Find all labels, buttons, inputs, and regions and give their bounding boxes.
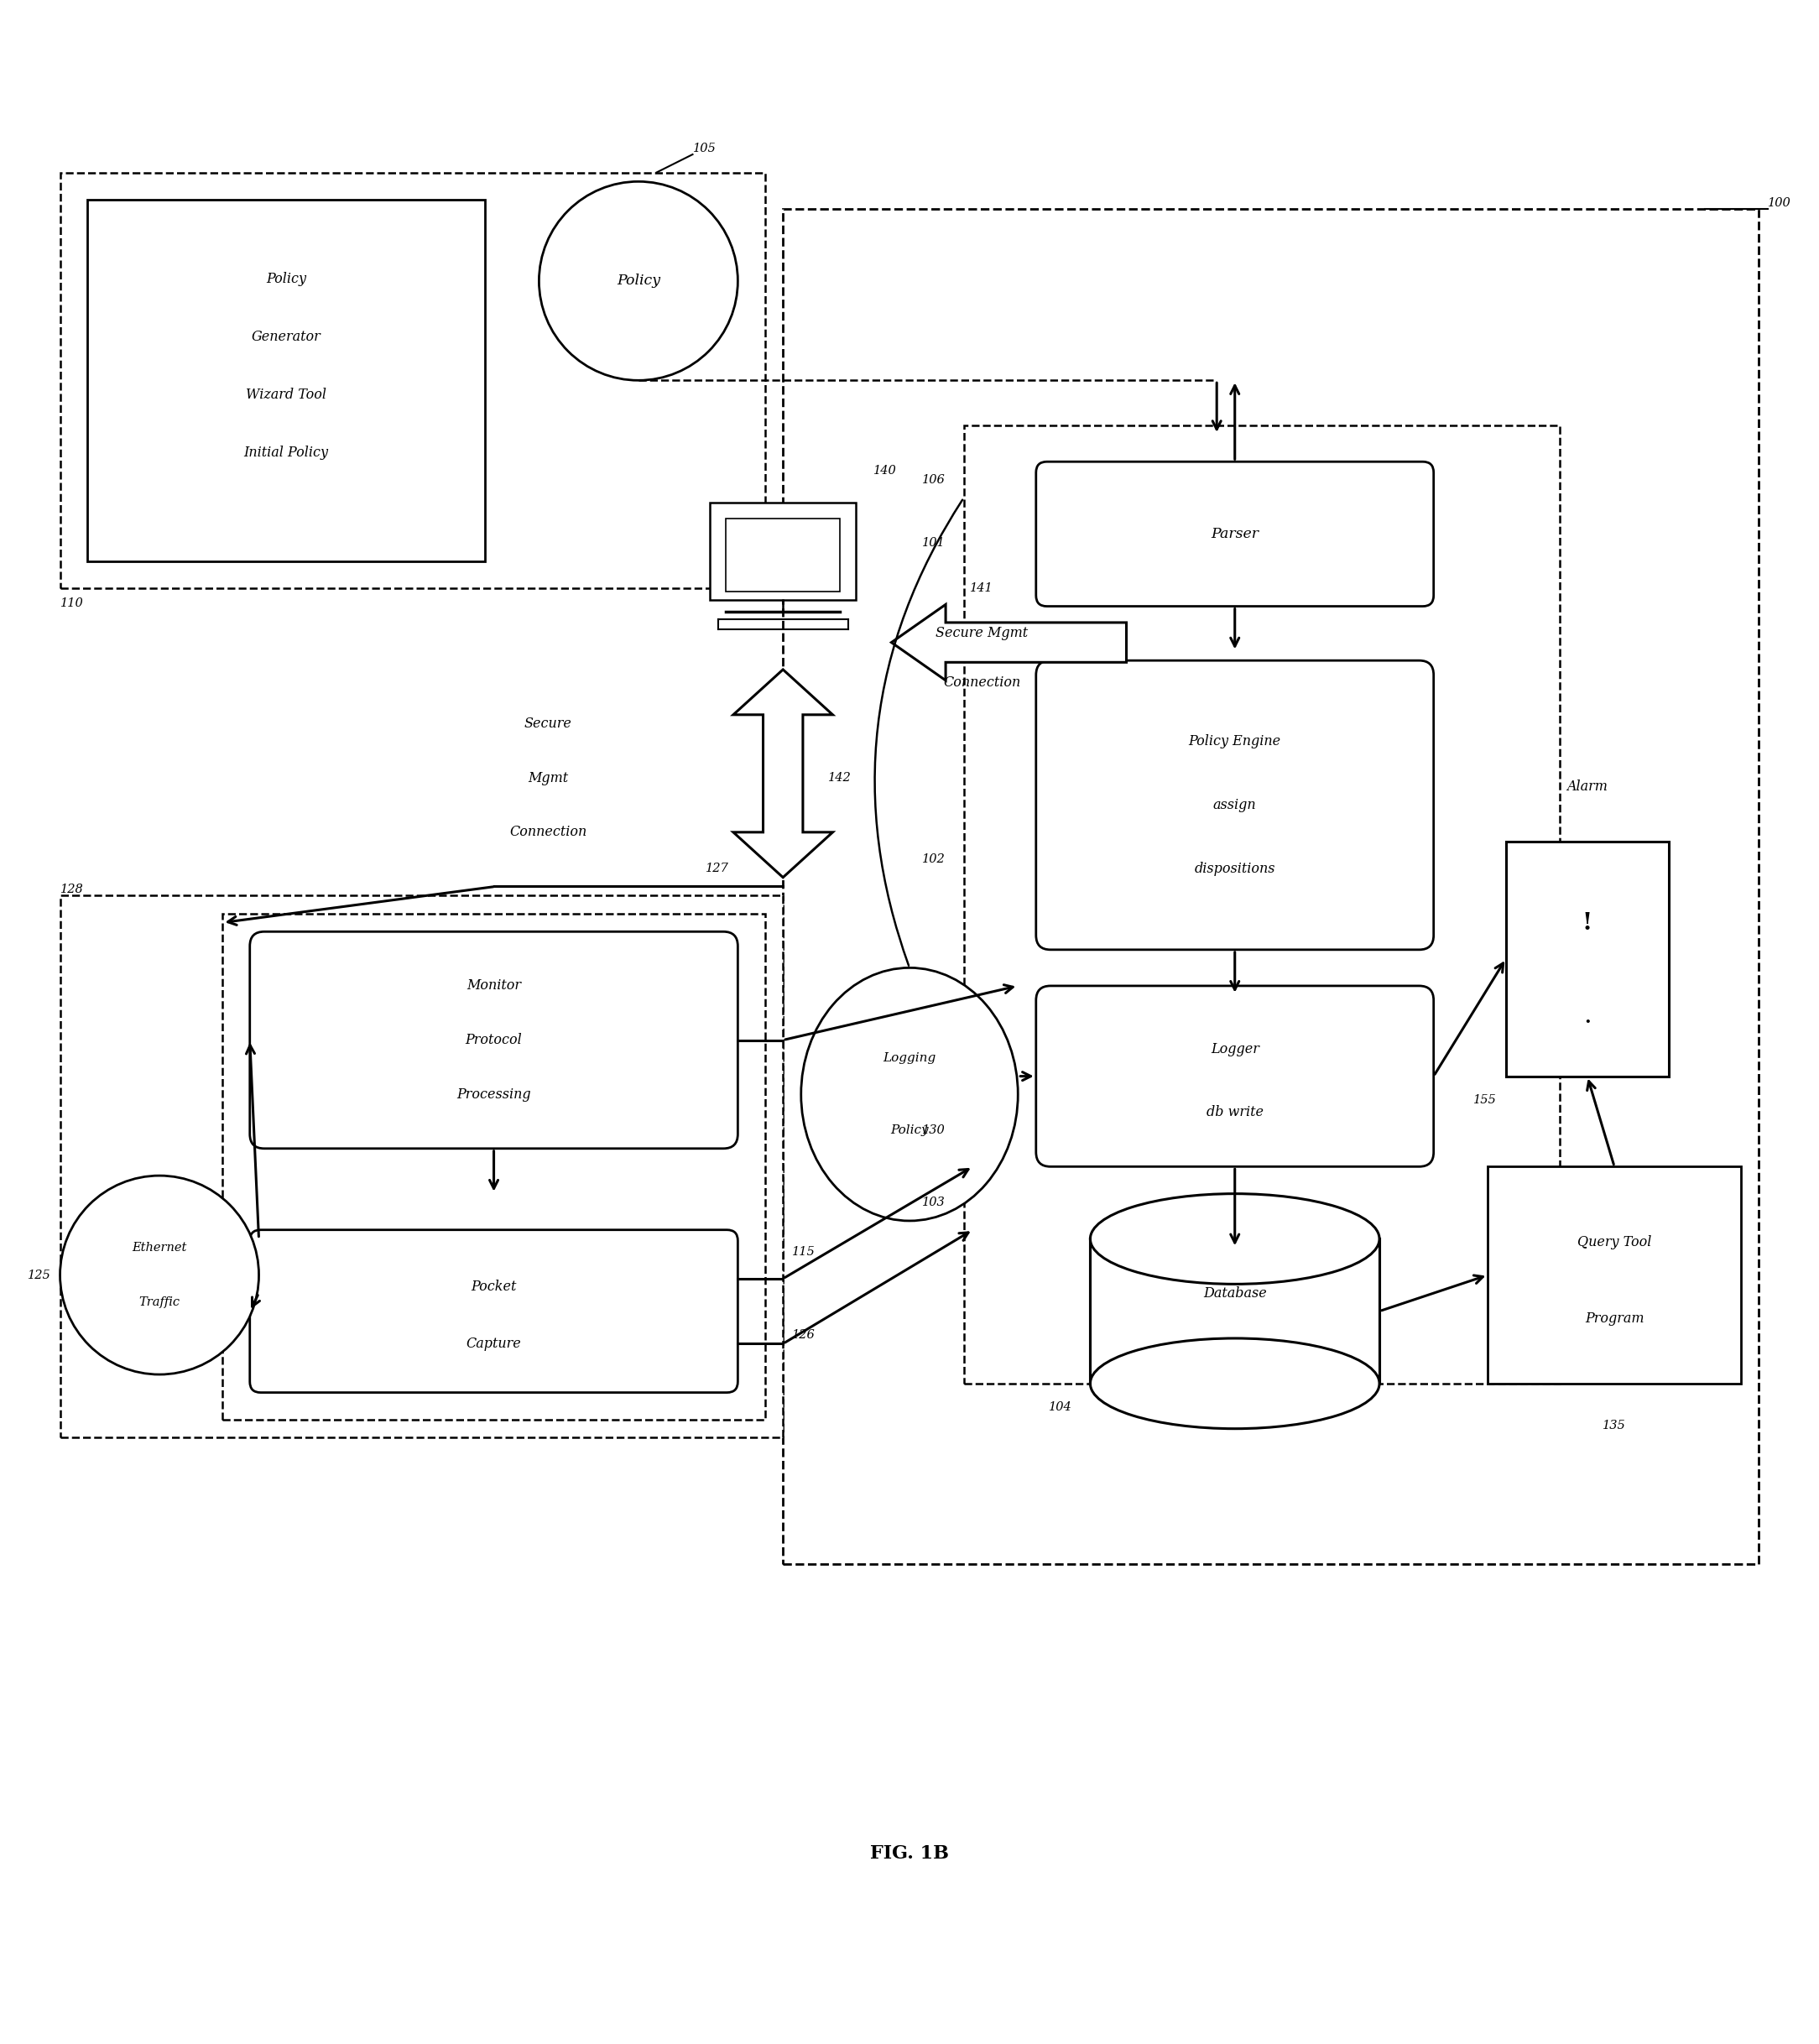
Text: assign: assign <box>1213 797 1257 811</box>
Bar <box>60 895 782 1437</box>
Text: 115: 115 <box>791 1245 815 1257</box>
FancyBboxPatch shape <box>1037 660 1433 950</box>
Polygon shape <box>891 605 1126 681</box>
Bar <box>1506 842 1668 1077</box>
Text: Policy: Policy <box>617 274 660 288</box>
Text: Database: Database <box>1202 1286 1266 1300</box>
Bar <box>726 519 840 593</box>
Text: db write: db write <box>1206 1106 1264 1120</box>
FancyBboxPatch shape <box>249 932 739 1149</box>
Text: 135: 135 <box>1603 1421 1626 1431</box>
Text: dispositions: dispositions <box>1195 863 1275 877</box>
Ellipse shape <box>1090 1339 1379 1429</box>
Bar <box>60 172 766 589</box>
Bar <box>222 914 766 1421</box>
Text: Secure: Secure <box>524 717 571 732</box>
Bar <box>87 200 486 562</box>
Bar <box>1488 1167 1741 1384</box>
Bar <box>964 425 1561 1384</box>
Bar <box>709 503 857 601</box>
Text: Pocket: Pocket <box>471 1280 517 1294</box>
Text: 110: 110 <box>60 597 84 609</box>
Text: .: . <box>1584 1008 1590 1026</box>
Text: 101: 101 <box>922 538 946 550</box>
Text: Traffic: Traffic <box>138 1296 180 1308</box>
Text: 100: 100 <box>1768 196 1792 208</box>
Circle shape <box>60 1175 258 1374</box>
Text: 102: 102 <box>922 854 946 865</box>
Text: Logger: Logger <box>1210 1042 1259 1057</box>
Text: Connection: Connection <box>509 826 588 840</box>
Bar <box>1091 1239 1377 1384</box>
Text: 140: 140 <box>873 464 897 476</box>
FancyBboxPatch shape <box>249 1230 739 1392</box>
Text: Monitor: Monitor <box>466 979 520 993</box>
Text: 127: 127 <box>706 863 729 875</box>
Text: 142: 142 <box>828 773 851 783</box>
Bar <box>782 208 1759 1564</box>
Text: Alarm: Alarm <box>1566 781 1608 795</box>
Text: Secure Mgmt: Secure Mgmt <box>935 625 1028 640</box>
Text: Logging: Logging <box>882 1053 937 1065</box>
Text: 155: 155 <box>1473 1094 1497 1106</box>
Text: Program: Program <box>1584 1312 1644 1327</box>
Text: 106: 106 <box>922 474 946 486</box>
Text: Query Tool: Query Tool <box>1577 1235 1652 1249</box>
Text: Protocol: Protocol <box>466 1032 522 1047</box>
Text: Capture: Capture <box>466 1337 522 1351</box>
Ellipse shape <box>1090 1194 1379 1284</box>
Text: FIG. 1B: FIG. 1B <box>869 1844 950 1862</box>
Text: 105: 105 <box>693 143 717 155</box>
Text: Processing: Processing <box>457 1087 531 1102</box>
Text: 130: 130 <box>922 1124 946 1136</box>
Polygon shape <box>733 670 833 877</box>
Text: Mgmt: Mgmt <box>528 771 568 785</box>
Text: Generator: Generator <box>251 329 320 343</box>
Text: Parser: Parser <box>1211 527 1259 542</box>
FancyBboxPatch shape <box>1037 462 1433 607</box>
Circle shape <box>538 182 739 380</box>
Text: Initial Policy: Initial Policy <box>244 446 329 460</box>
Text: Policy: Policy <box>266 272 306 286</box>
Ellipse shape <box>800 967 1019 1220</box>
Text: Connection: Connection <box>942 675 1020 689</box>
Text: Policy: Policy <box>889 1124 930 1136</box>
Text: !: ! <box>1583 912 1592 934</box>
Text: 141: 141 <box>970 583 993 595</box>
Text: Wizard Tool: Wizard Tool <box>246 388 326 403</box>
FancyBboxPatch shape <box>1037 985 1433 1167</box>
Text: 126: 126 <box>791 1329 815 1341</box>
Text: Ethernet: Ethernet <box>133 1243 187 1253</box>
Text: 128: 128 <box>60 883 84 895</box>
Bar <box>1090 1239 1379 1384</box>
Text: Policy Engine: Policy Engine <box>1188 734 1281 748</box>
Text: 104: 104 <box>1050 1402 1071 1412</box>
Text: 125: 125 <box>27 1269 51 1282</box>
Text: 103: 103 <box>922 1198 946 1208</box>
